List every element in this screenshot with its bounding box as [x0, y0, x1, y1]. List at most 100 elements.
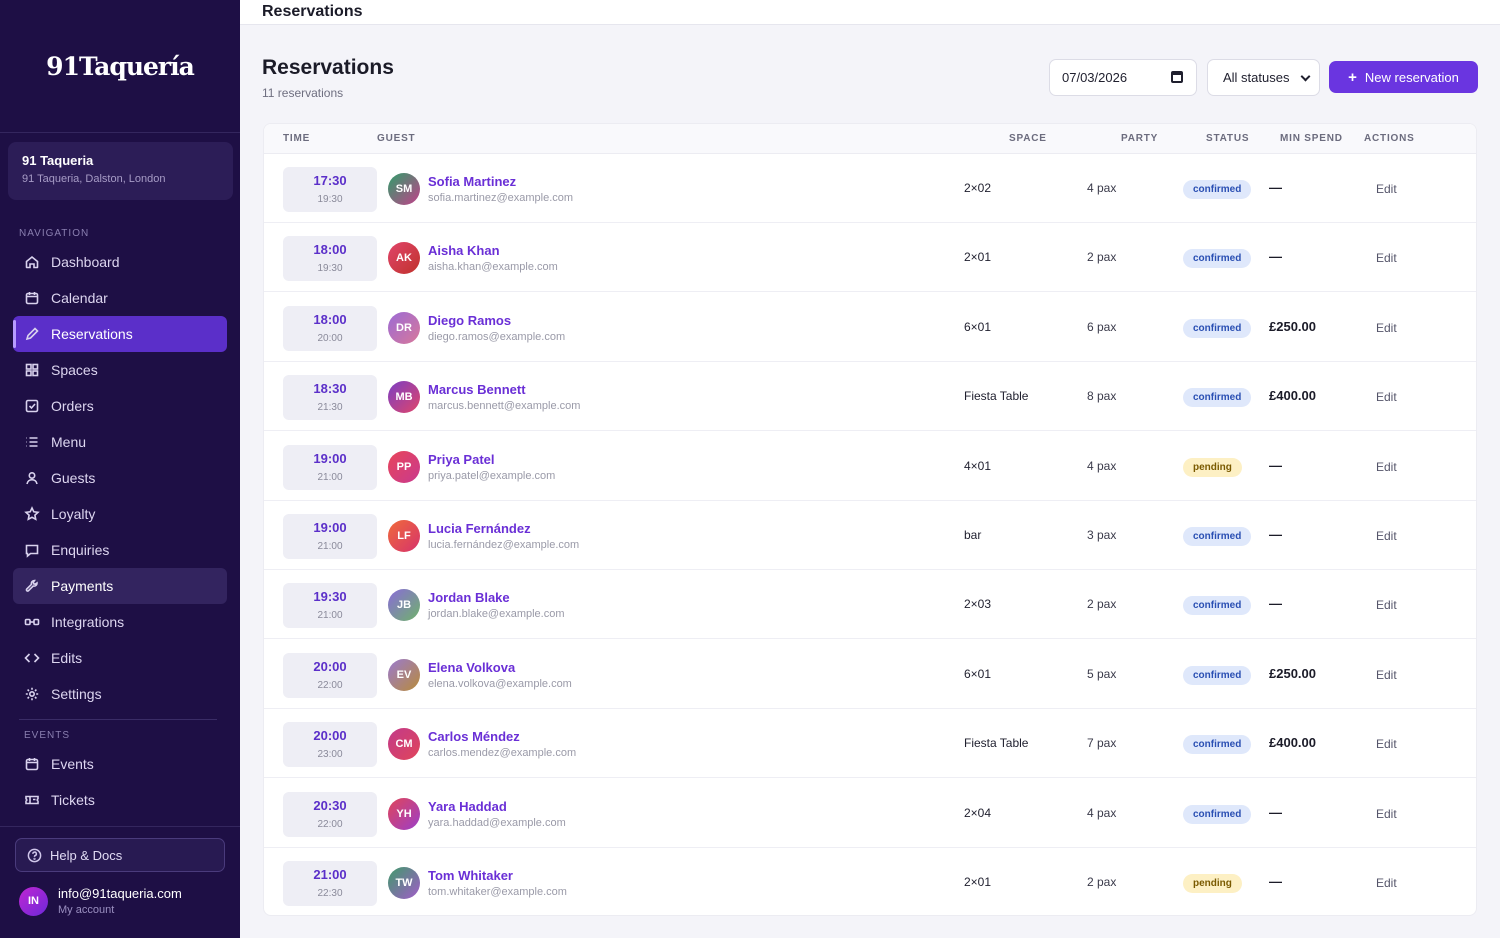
min-spend-value: —: [1269, 457, 1282, 473]
space-value: Fiesta Table: [964, 736, 1029, 751]
min-spend-value: —: [1269, 874, 1282, 889]
guest-name-link[interactable]: Yara Haddad: [428, 798, 507, 814]
min-spend-value: —: [1269, 804, 1282, 820]
reservation-count: 11 reservations: [262, 86, 344, 100]
guest-name-link[interactable]: Priya Patel: [428, 451, 495, 467]
time-slot: 18:00 20:00: [283, 305, 377, 351]
help-docs-button[interactable]: Help & Docs: [15, 838, 225, 872]
venue-switcher[interactable]: 91 Taqueria 91 Taqueria, Dalston, London: [8, 142, 233, 200]
guest-email: jordan.blake@example.com: [428, 608, 565, 621]
space-value: 4×01: [964, 458, 992, 473]
edit-button[interactable]: Edit: [1376, 320, 1397, 335]
guest-name-link[interactable]: Elena Volkova: [428, 659, 516, 675]
guest-name-link[interactable]: Aisha Khan: [428, 243, 500, 259]
edit-button[interactable]: Edit: [1376, 806, 1397, 821]
guest-name-link[interactable]: Lucia Fernández: [428, 521, 531, 536]
table-row[interactable]: 18:00 19:30 AK Aisha Khan aisha.khan@example…: [264, 223, 1476, 293]
edit-button[interactable]: Edit: [1376, 529, 1397, 543]
table-row[interactable]: 19:00 21:00 LF Lucia Fernández lucia.fernánd…: [264, 501, 1476, 570]
sidebar-item-settings[interactable]: Settings: [13, 676, 227, 712]
guest-name-link[interactable]: Sofia Martinez: [428, 174, 517, 189]
sidebar-item-edits[interactable]: Edits: [13, 640, 227, 676]
status-filter-select[interactable]: All statuses: [1207, 59, 1320, 96]
sidebar-item-spaces[interactable]: Spaces: [13, 352, 227, 388]
space-value: 2×04: [964, 805, 992, 820]
guest-email: carlos.mendez@example.com: [428, 747, 577, 760]
sidebar-item-calendar[interactable]: Calendar: [13, 280, 227, 316]
end-time: 20:00: [317, 332, 343, 344]
party-size: 3 pax: [1087, 528, 1117, 542]
guest-name-link[interactable]: Jordan Blake: [428, 590, 510, 606]
sidebar-item-integrations[interactable]: Integrations: [13, 604, 227, 640]
table-row[interactable]: 21:00 22:30 TW Tom Whitaker tom.whitaker@exa…: [264, 848, 1476, 915]
column-space: SPACE: [1009, 133, 1047, 144]
party-size: 2 pax: [1087, 875, 1117, 889]
party-size: 4 pax: [1087, 458, 1117, 473]
brand-logo[interactable]: 91Taquería: [46, 51, 195, 81]
min-spend-value: £250.00: [1269, 318, 1316, 334]
table-row[interactable]: 17:30 19:30 SM Sofia Martinez sofia.martinez…: [264, 154, 1476, 223]
edit-button[interactable]: Edit: [1376, 182, 1397, 196]
sidebar-item-reservations[interactable]: Reservations: [13, 316, 227, 352]
guest-avatar: YH: [388, 797, 420, 830]
sidebar-item-payments[interactable]: Payments: [13, 568, 227, 604]
time-slot: 19:30 21:00: [283, 583, 377, 629]
table-row[interactable]: 18:00 20:00 DR Diego Ramos diego.ramos@examp…: [264, 293, 1476, 362]
min-spend-value: £400.00: [1269, 735, 1316, 751]
guest-email: tom.whitaker@example.com: [428, 886, 567, 898]
start-time: 19:00: [313, 520, 347, 535]
edit-button[interactable]: Edit: [1376, 737, 1397, 752]
calendar-icon[interactable]: [1171, 71, 1183, 83]
new-reservation-button[interactable]: + New reservation: [1329, 61, 1478, 93]
end-time: 21:00: [317, 610, 343, 622]
end-time: 21:30: [317, 402, 343, 414]
edit-button[interactable]: Edit: [1376, 459, 1397, 474]
time-slot: 20:30 22:00: [283, 791, 377, 837]
party-size: 2 pax: [1087, 250, 1117, 265]
guest-name-link[interactable]: Diego Ramos: [428, 312, 512, 328]
min-spend-value: £250.00: [1269, 665, 1316, 681]
home-icon: [24, 254, 40, 270]
column-actions: ACTIONS: [1364, 133, 1415, 144]
guest-email: aisha.khan@example.com: [428, 261, 558, 274]
sidebar-item-dashboard[interactable]: Dashboard: [13, 244, 227, 280]
edit-button[interactable]: Edit: [1376, 876, 1397, 890]
table-row[interactable]: 19:00 21:00 PP Priya Patel priya.patel@examp…: [264, 432, 1476, 501]
sidebar-item-orders[interactable]: Orders: [13, 388, 227, 424]
sidebar-item-enquiries[interactable]: Enquiries: [13, 532, 227, 568]
sidebar-item-loyalty[interactable]: Loyalty: [13, 496, 227, 532]
guest-name-link[interactable]: Carlos Méndez: [428, 729, 520, 745]
party-size: 7 pax: [1087, 736, 1117, 751]
min-spend-value: —: [1269, 180, 1282, 195]
party-size: 8 pax: [1087, 389, 1117, 404]
end-time: 22:30: [317, 888, 343, 899]
column-party: PARTY: [1121, 133, 1159, 144]
link-icon: [24, 614, 40, 630]
start-time: 21:00: [313, 867, 347, 882]
end-time: 22:00: [317, 818, 343, 830]
edit-button[interactable]: Edit: [1376, 390, 1397, 405]
edit-button[interactable]: Edit: [1376, 251, 1397, 266]
table-row[interactable]: 20:00 23:00 CM Carlos Méndez carlos.mendez@e…: [264, 709, 1476, 779]
guest-avatar: TW: [388, 867, 420, 899]
account-menu[interactable]: IN info@91taqueria.com My account: [19, 886, 182, 916]
main-navigation: Dashboard Calendar Reservations Spaces Order…: [13, 244, 227, 712]
sidebar-item-menu[interactable]: Menu: [13, 424, 227, 460]
table-row[interactable]: 19:30 21:00 JB Jordan Blake jordan.blake@exa…: [264, 570, 1476, 640]
table-row[interactable]: 18:30 21:30 MB Marcus Bennett marcus.bennett…: [264, 362, 1476, 432]
pencil-icon: [24, 326, 40, 342]
end-time: 21:00: [317, 471, 343, 483]
sidebar-item-events[interactable]: Events: [13, 746, 227, 782]
sidebar-item-tickets[interactable]: Tickets: [13, 782, 227, 818]
table-row[interactable]: 20:30 22:00 YH Yara Haddad yara.haddad@examp…: [264, 779, 1476, 848]
party-size: 4 pax: [1087, 805, 1117, 820]
table-row[interactable]: 20:00 22:00 EV Elena Volkova elena.volkova@e…: [264, 640, 1476, 709]
sidebar-item-guests[interactable]: Guests: [13, 460, 227, 496]
date-picker[interactable]: 07/03/2026: [1049, 59, 1197, 96]
start-time: 20:30: [313, 797, 347, 813]
guest-name-link[interactable]: Tom Whitaker: [428, 868, 513, 883]
sidebar-item-label: Events: [51, 756, 94, 772]
edit-button[interactable]: Edit: [1376, 667, 1397, 682]
edit-button[interactable]: Edit: [1376, 598, 1397, 613]
guest-name-link[interactable]: Marcus Bennett: [428, 382, 526, 398]
